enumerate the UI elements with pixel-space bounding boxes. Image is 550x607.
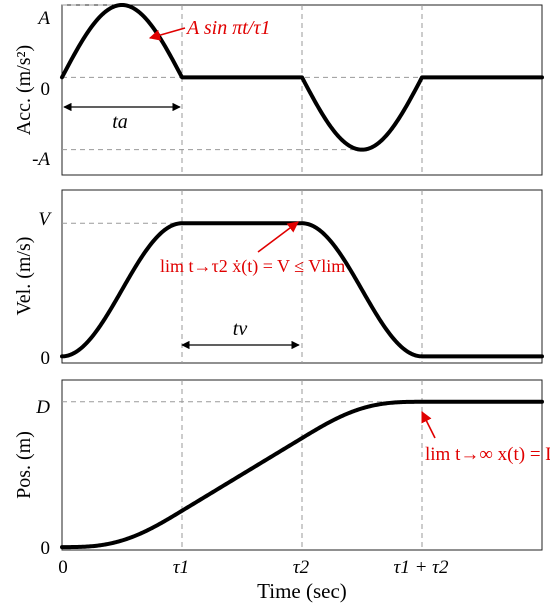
vel-annotation: lim t→τ2 ẋ(t) = V ≤ Vlim	[160, 256, 345, 277]
xtick-0: 0	[58, 557, 68, 578]
vel-annotation-arrow	[257, 221, 299, 253]
pos-ytick-0: 0	[41, 538, 51, 559]
xtick-tau2: τ2	[293, 557, 310, 578]
ta-label: ta	[112, 111, 128, 133]
pos-annotation: lim t→∞ x(t) = D	[425, 444, 550, 465]
vel-ytick-0: 0	[41, 348, 51, 369]
pos-series-line	[60, 399, 544, 550]
acc-annotation: A sin πt/τ1	[185, 17, 271, 39]
xtick-tau1: τ1	[173, 557, 189, 578]
acc-series-line	[60, 3, 544, 152]
acc-annotation-arrow	[148, 27, 186, 41]
pos-ytick-D: D	[35, 397, 50, 418]
acc-ytick-A: A	[36, 8, 50, 29]
xtick-tau1-plus-tau2: τ1 + τ2	[394, 557, 449, 578]
pos-ylabel: Pos. (m)	[13, 431, 35, 499]
acc-ylabel: Acc. (m/s²)	[13, 45, 35, 135]
acc-ytick-negA: -A	[32, 149, 50, 170]
vel-ytick-V: V	[38, 209, 52, 230]
tv-label: tv	[233, 318, 248, 340]
guide-lines	[62, 4, 542, 550]
acc-ytick-0: 0	[41, 79, 51, 100]
vel-series-line	[60, 221, 544, 359]
pos-annotation-arrow	[421, 410, 436, 439]
vel-ylabel: Vel. (m/s)	[13, 237, 35, 316]
x-axis-label: Time (sec)	[257, 579, 347, 603]
